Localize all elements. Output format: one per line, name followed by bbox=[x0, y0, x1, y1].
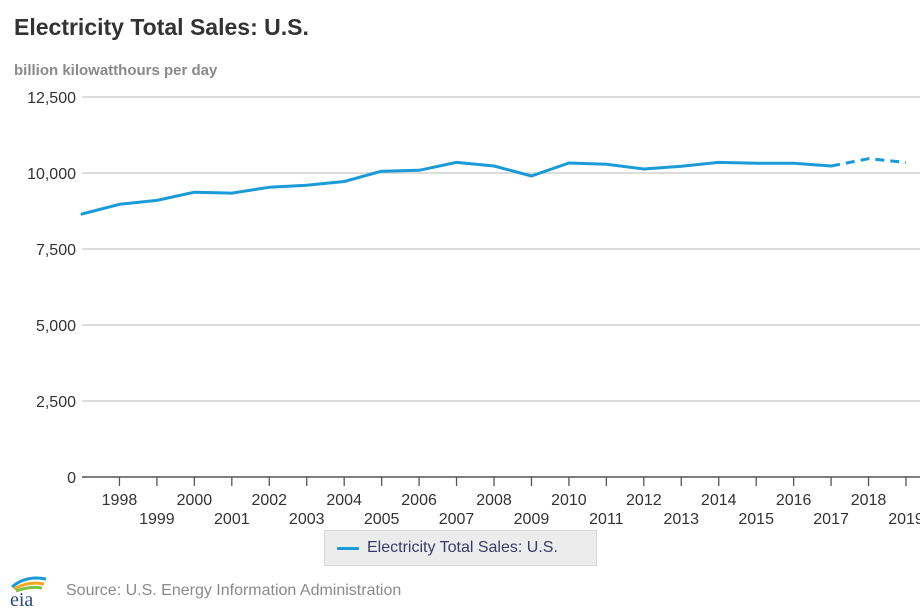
legend[interactable]: Electricity Total Sales: U.S. bbox=[324, 530, 597, 566]
x-tick-label: 1999 bbox=[139, 511, 175, 528]
x-tick-label: 2010 bbox=[551, 492, 587, 509]
x-tick-label: 2016 bbox=[776, 492, 812, 509]
chart-plot-area: 0 2,500 5,000 7,500 10,000 12,500 199819992000… bbox=[27, 90, 920, 528]
x-tick-label: 2006 bbox=[401, 492, 437, 509]
x-tick-label: 2001 bbox=[214, 511, 250, 528]
x-tick-label: 2015 bbox=[738, 511, 774, 528]
y-tick-label: 7,500 bbox=[36, 242, 76, 259]
series-line-historical bbox=[80, 160, 833, 216]
x-tick-label: 2011 bbox=[589, 511, 624, 528]
y-tick-label: 12,500 bbox=[27, 90, 76, 107]
x-tick-label: 2005 bbox=[364, 511, 400, 528]
x-tick-label: 2009 bbox=[514, 511, 550, 528]
source-text: Source: U.S. Energy Information Administ… bbox=[66, 582, 402, 599]
x-tick-label: 2004 bbox=[326, 492, 362, 509]
legend-line-swatch bbox=[337, 546, 359, 550]
eia-logo-icon: eia bbox=[10, 576, 47, 609]
y-tick-label: 2,500 bbox=[36, 394, 76, 411]
x-tick-label: 2003 bbox=[289, 511, 325, 528]
x-tick-label: 2002 bbox=[251, 492, 287, 509]
x-tick-label: 2014 bbox=[701, 492, 737, 509]
eia-logo-text: eia bbox=[10, 589, 33, 609]
x-tick-label: 2008 bbox=[476, 492, 512, 509]
footer: eia Source: U.S. Energy Information Admi… bbox=[8, 573, 401, 609]
x-tick-label: 2017 bbox=[813, 511, 849, 528]
y-axis-unit-label: billion kilowatthours per day bbox=[14, 62, 218, 79]
x-tick-label: 2019 bbox=[888, 511, 920, 528]
x-tick-label: 2000 bbox=[177, 492, 213, 509]
y-tick-label: 0 bbox=[67, 470, 76, 487]
x-tick-label: 2012 bbox=[626, 492, 662, 509]
chart-title: Electricity Total Sales: U.S. bbox=[14, 14, 309, 40]
y-tick-label: 5,000 bbox=[36, 318, 76, 335]
legend-label: Electricity Total Sales: U.S. bbox=[367, 539, 558, 556]
x-tick-label: 2007 bbox=[439, 511, 475, 528]
x-tick-label: 2013 bbox=[663, 511, 699, 528]
x-tick-label: 1998 bbox=[102, 492, 138, 509]
series-line-forecast bbox=[830, 157, 907, 168]
x-tick-label: 2018 bbox=[851, 492, 887, 509]
y-tick-label: 10,000 bbox=[27, 166, 76, 183]
